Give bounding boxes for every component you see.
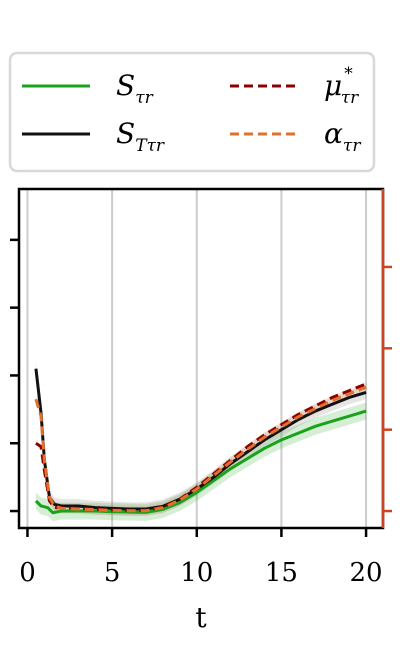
x-axis-label: t [195,601,207,634]
legend-frame [8,51,376,173]
x-tick-label-3: 15 [265,558,298,588]
x-tick-label-0: 0 [19,558,36,588]
left-y-axis-ticks [10,238,19,513]
band-ST [35,361,367,516]
band-S [35,402,367,522]
grid-lines [26,189,368,528]
x-tick-label-1: 5 [104,558,121,588]
x-tick-label-4: 20 [350,558,383,588]
legend-item-alpha: ατr [230,117,361,156]
series-line-alpha [34,385,367,513]
x-axis-ticks: 0 5 10 15 20 [19,528,383,588]
confidence-bands [35,361,367,522]
series-line-S [34,409,367,515]
legend-label-alpha: ατr [324,117,361,156]
series-lines [34,368,367,515]
x-tick-label-2: 10 [180,558,213,588]
plot-frame [17,187,385,530]
right-y-axis-ticks [383,265,392,513]
plot-area: 0 5 10 15 20 t [10,187,392,634]
